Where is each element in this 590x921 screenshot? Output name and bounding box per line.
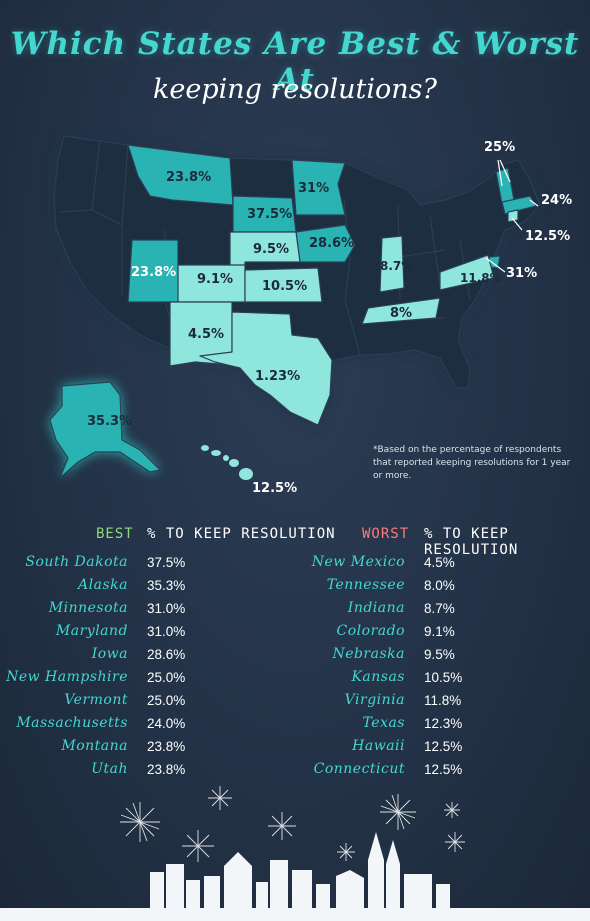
worst-state-name: New Mexico	[311, 554, 405, 570]
worst-state-value: 9.1%	[424, 624, 455, 639]
worst-state-name: Connecticut	[313, 761, 405, 777]
best-state-value: 23.8%	[147, 739, 186, 754]
state-connecticut	[507, 209, 519, 223]
city-skyline-illustration	[0, 786, 590, 921]
best-state-value: 24.0%	[147, 716, 186, 731]
best-state-name: Alaska	[78, 577, 128, 593]
buildings	[0, 832, 590, 921]
best-state-name: New Hampshire	[6, 669, 128, 685]
firework-icon	[182, 830, 214, 862]
map-label-virginia: 11.8%	[460, 271, 502, 285]
best-state-value: 23.8%	[147, 762, 186, 777]
worst-state-value: 8.7%	[424, 601, 455, 616]
map-label-colorado: 9.1%	[197, 272, 234, 287]
map-label-texas: 1.23%	[255, 369, 301, 384]
state-montana	[127, 144, 234, 206]
best-state-name: Minnesota	[48, 600, 128, 616]
map-label-new-mexico: 4.5%	[188, 327, 225, 342]
worst-state-name: Nebraska	[332, 646, 405, 662]
worst-state-name: Tennessee	[326, 577, 405, 593]
best-state-name: Vermont	[64, 692, 128, 708]
worst-state-name: Hawaii	[352, 738, 405, 754]
best-state-value: 25.0%	[147, 670, 186, 685]
map-label-hawaii: 12.5%	[252, 481, 298, 496]
state-indiana	[379, 235, 405, 293]
firework-icon	[208, 786, 232, 810]
worst-state-name: Colorado	[336, 623, 405, 639]
worst-state-value: 10.5%	[424, 670, 463, 685]
state-tennessee	[361, 297, 441, 325]
map-label-montana: 23.8%	[166, 170, 212, 185]
page-subtitle: keeping resolutions?	[153, 74, 437, 105]
state-hawaii	[201, 445, 253, 480]
state-virginia	[439, 254, 495, 291]
worst-state-value: 12.5%	[424, 762, 463, 777]
worst-state-name: Kansas	[351, 669, 405, 685]
best-state-value: 35.3%	[147, 578, 186, 593]
state-alaska	[49, 381, 161, 479]
map-label-new-england: 25%	[484, 140, 516, 155]
firework-icon	[380, 794, 416, 830]
best-heading: BEST	[96, 526, 134, 542]
worst-state-value: 12.5%	[424, 739, 463, 754]
map-label-kansas: 10.5%	[262, 279, 308, 294]
worst-state-value: 9.5%	[424, 647, 455, 662]
map-label-alaska: 35.3%	[87, 414, 133, 429]
page-title: Which States Are Best & Worst At	[10, 26, 580, 98]
worst-heading: WORST	[362, 526, 410, 542]
map-label-iowa: 28.6%	[309, 236, 355, 251]
map-label-tennessee: 8%	[390, 306, 413, 321]
firework-icon	[120, 802, 160, 842]
map-label-indiana: 8.7%	[380, 259, 414, 273]
worst-state-value: 12.3%	[424, 716, 463, 731]
best-state-value: 25.0%	[147, 693, 186, 708]
worst-state-value: 8.0%	[424, 578, 455, 593]
worst-pct-heading: % TO KEEP RESOLUTION	[424, 526, 519, 558]
firework-icon	[445, 832, 465, 852]
best-pct-heading: % TO KEEP RESOLUTION	[147, 526, 336, 542]
state-new-mexico	[169, 301, 233, 367]
best-state-value: 28.6%	[147, 647, 186, 662]
best-state-value: 31.0%	[147, 624, 186, 639]
map-label-south-dakota: 37.5%	[247, 207, 293, 222]
map-label-nebraska: 9.5%	[253, 242, 290, 257]
map-label-maryland: 31%	[506, 266, 538, 281]
best-state-value: 37.5%	[147, 555, 186, 570]
worst-state-value: 4.5%	[424, 555, 455, 570]
worst-state-value: 11.8%	[424, 693, 462, 708]
worst-state-name: Texas	[362, 715, 405, 731]
us-map	[49, 135, 541, 480]
firework-icon	[337, 843, 355, 861]
best-state-name: Maryland	[55, 623, 128, 639]
best-state-name: Montana	[61, 738, 128, 754]
state-kansas	[244, 267, 323, 303]
best-state-name: South Dakota	[25, 554, 128, 570]
best-state-name: Massachusetts	[16, 715, 128, 731]
state-massachusetts	[501, 195, 537, 215]
state-texas	[199, 311, 333, 426]
worst-state-name: Indiana	[347, 600, 405, 616]
worst-state-name: Virginia	[344, 692, 405, 708]
state-minnesota	[291, 159, 346, 216]
map-label-minnesota: 31%	[298, 181, 330, 196]
firework-icon	[268, 812, 296, 840]
map-label-massachusetts: 24%	[541, 193, 573, 208]
best-state-value: 31.0%	[147, 601, 186, 616]
best-state-name: Utah	[91, 761, 128, 777]
footnote: *Based on the percentage of respondents …	[373, 445, 571, 481]
best-state-name: Iowa	[91, 646, 128, 662]
firework-icon	[444, 802, 460, 818]
map-label-connecticut: 12.5%	[525, 229, 571, 244]
map-label-utah: 23.8%	[131, 265, 177, 280]
